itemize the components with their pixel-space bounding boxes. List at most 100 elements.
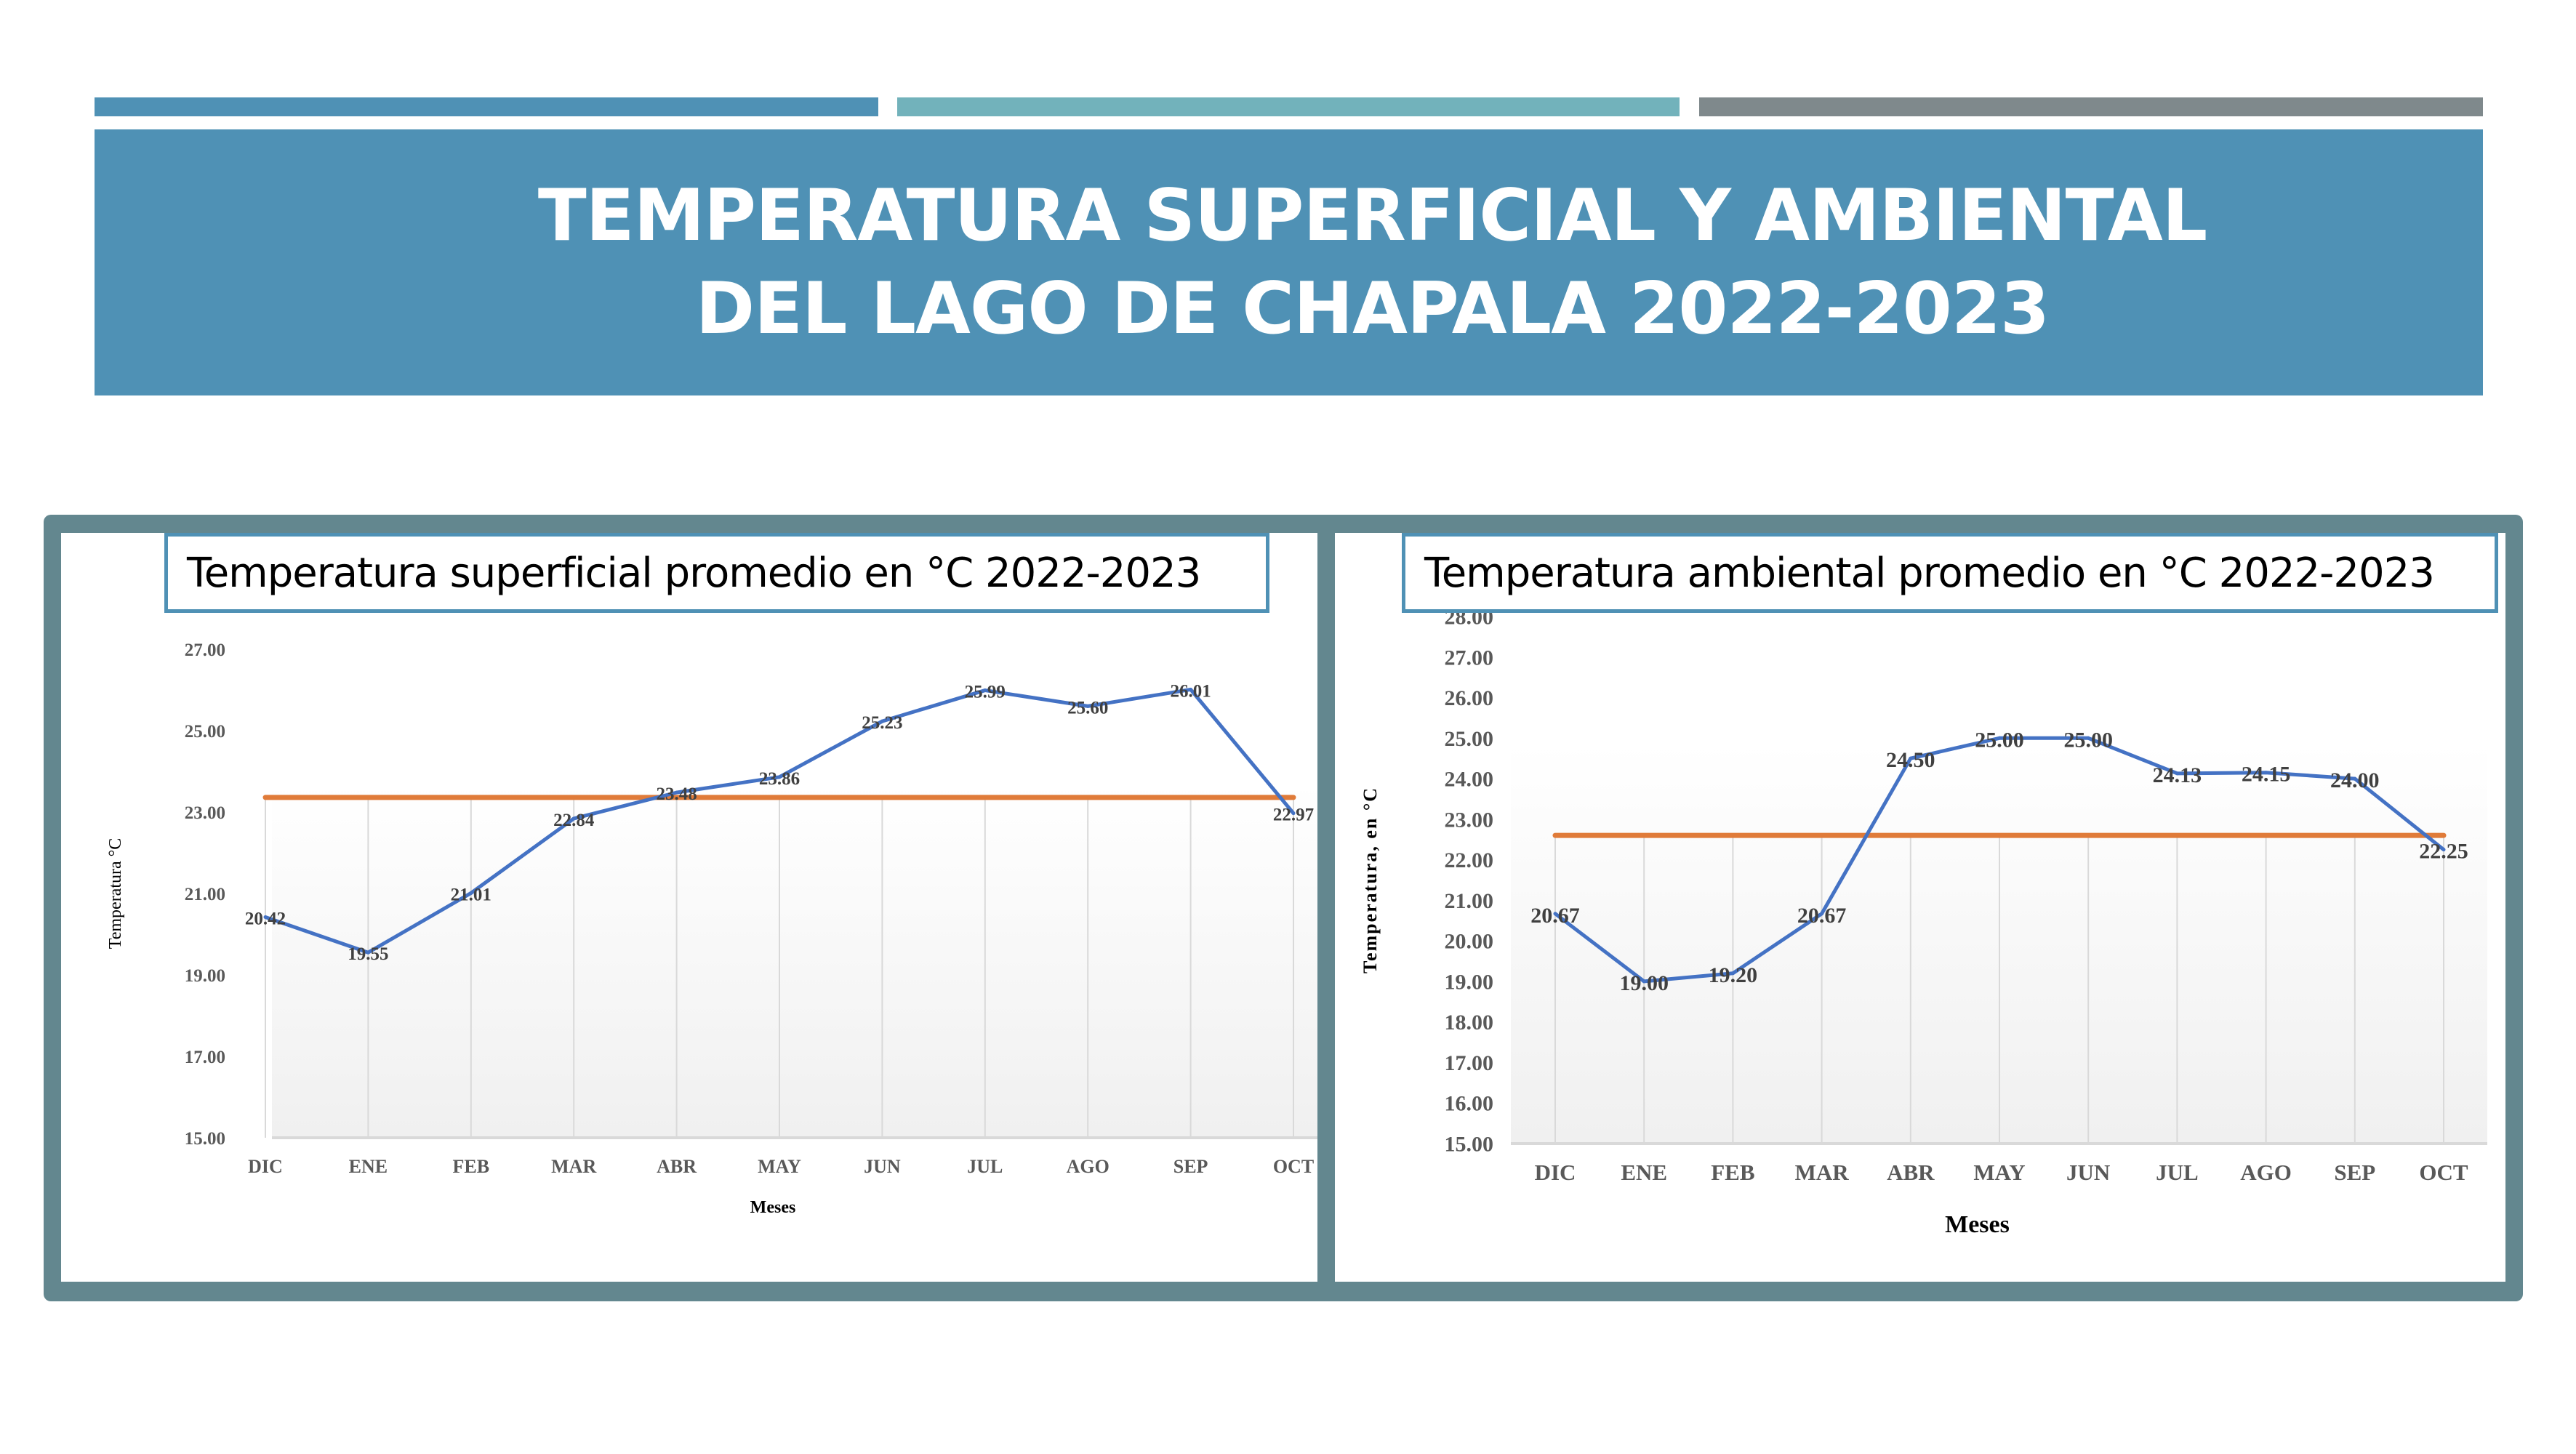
y-tick-label: 16.00: [1445, 1092, 1494, 1116]
ambient-temperature-chart: 15.00 16.00 17.00 18.00 19.00 20.00 21.00 22.00…: [1360, 606, 2487, 1238]
y-tick-label: 25.00: [185, 722, 225, 742]
data-point-jul: [2175, 771, 2179, 776]
data-point-jun: [880, 719, 884, 723]
data-label-mar: 20.67: [1797, 904, 1847, 928]
y-tick-label: 20.00: [1445, 930, 1494, 954]
x-axis-title: Meses: [750, 1198, 796, 1217]
data-point-jun: [2086, 736, 2090, 740]
data-point-may: [1997, 736, 2002, 740]
data-point-dic: [263, 915, 268, 919]
data-label-ago: 25.60: [1067, 698, 1108, 718]
data-point-abr: [675, 790, 679, 795]
y-tick-label: 24.00: [1445, 768, 1494, 792]
plot-area: [272, 784, 1317, 1138]
x-tick-label-jul: JUL: [967, 1156, 1003, 1177]
x-tick-label-ago: AGO: [2240, 1160, 2292, 1185]
y-tick-label: 15.00: [1445, 1133, 1494, 1157]
x-tick-label-dic: DIC: [248, 1156, 283, 1177]
y-axis-title: Temperatura, en °C: [1360, 787, 1381, 973]
data-label-ene: 19.55: [348, 944, 388, 964]
data-point-ene: [1642, 979, 1646, 984]
x-tick-label-jul: JUL: [2156, 1160, 2199, 1185]
data-label-may: 25.00: [1975, 728, 2024, 752]
x-tick-label-sep: SEP: [1173, 1156, 1208, 1177]
data-label-jun: 25.23: [862, 713, 902, 733]
data-point-mar: [571, 816, 576, 821]
x-tick-label-sep: SEP: [2334, 1160, 2375, 1185]
y-tick-label: 27.00: [185, 640, 225, 660]
data-label-ene: 19.00: [1619, 971, 1669, 995]
data-point-mar: [1820, 912, 1824, 916]
x-tick-label-jun: JUN: [864, 1156, 901, 1177]
y-tick-label: 26.00: [1445, 686, 1494, 710]
y-tick-label: 23.00: [185, 803, 225, 823]
surface-temperature-chart: 15.00 17.00 19.00 21.00 23.00 25.00 27.00 DIC EN…: [106, 640, 1317, 1217]
data-label-jul: 25.99: [965, 683, 1006, 702]
x-tick-label-dic: DIC: [1535, 1160, 1576, 1185]
data-point-sep: [1189, 687, 1193, 691]
data-label-sep: 26.01: [1170, 681, 1211, 701]
x-tick-label-jun: JUN: [2066, 1160, 2110, 1185]
data-point-feb: [1730, 971, 1735, 976]
x-tick-label-ene: ENE: [1621, 1160, 1667, 1185]
y-tick-label: 19.00: [185, 966, 225, 986]
data-label-abr: 24.50: [1886, 748, 1935, 772]
x-tick-label-mar: MAR: [551, 1156, 596, 1177]
surface-chart-panel: 15.00 17.00 19.00 21.00 23.00 25.00 27.00 DIC EN…: [61, 533, 1317, 1282]
data-point-may: [777, 775, 782, 779]
data-label-feb: 21.01: [451, 885, 491, 904]
y-tick-label: 21.00: [1445, 889, 1494, 913]
data-point-oct: [1291, 811, 1296, 816]
x-tick-label-oct: OCT: [1273, 1156, 1314, 1177]
x-tick-label-feb: FEB: [1711, 1160, 1754, 1185]
title-banner: TEMPERATURA SUPERFICIAL Y AMBIENTAL DEL …: [95, 129, 2483, 395]
y-tick-label: 22.00: [1445, 848, 1494, 872]
x-tick-label-may: MAY: [758, 1156, 801, 1177]
data-point-abr: [1909, 756, 1913, 760]
ambient-chart-panel: 15.00 16.00 17.00 18.00 19.00 20.00 21.00 22.00…: [1335, 533, 2505, 1282]
y-tick-label: 27.00: [1445, 646, 1494, 670]
data-label-jun: 25.00: [2063, 728, 2113, 752]
y-tick-label: 25.00: [1445, 727, 1494, 751]
x-tick-label-oct: OCT: [2419, 1160, 2468, 1185]
accent-bar-teal: [897, 97, 1680, 116]
x-tick-label-feb: FEB: [453, 1156, 490, 1177]
data-point-dic: [1553, 912, 1557, 916]
data-label-may: 23.86: [759, 769, 800, 789]
data-label-dic: 20.42: [245, 909, 286, 928]
data-point-feb: [469, 891, 473, 895]
data-label-ago: 24.15: [2242, 763, 2291, 787]
accent-bar-gray: [1699, 97, 2483, 116]
data-label-jul: 24.13: [2153, 763, 2202, 787]
data-label-oct: 22.97: [1273, 806, 1314, 825]
x-tick-label-abr: ABR: [657, 1156, 697, 1177]
data-label-sep: 24.00: [2330, 768, 2380, 792]
y-tick-label: 21.00: [185, 885, 225, 904]
data-label-feb: 19.20: [1709, 963, 1758, 987]
y-tick-label: 17.00: [1445, 1051, 1494, 1075]
y-tick-label: 23.00: [1445, 808, 1494, 832]
page-title: TEMPERATURA SUPERFICIAL Y AMBIENTAL DEL …: [537, 174, 2207, 350]
y-axis-title: Temperatura °C: [106, 838, 125, 949]
data-point-ago: [2264, 771, 2268, 775]
accent-bar-blue: [95, 97, 878, 116]
surface-chart-title: Temperatura superficial promedio en °C 2…: [164, 533, 1269, 613]
x-tick-label-mar: MAR: [1795, 1160, 1850, 1185]
data-label-mar: 22.84: [553, 811, 595, 830]
x-tick-label-ago: AGO: [1067, 1156, 1110, 1177]
data-label-dic: 20.67: [1530, 904, 1580, 928]
x-tick-label-ene: ENE: [349, 1156, 388, 1177]
data-point-ago: [1086, 704, 1090, 708]
data-label-oct: 22.25: [2419, 840, 2468, 864]
y-tick-label: 15.00: [185, 1129, 225, 1149]
x-axis-title: Meses: [1945, 1211, 2010, 1238]
data-point-oct: [2441, 848, 2446, 852]
x-tick-label-may: MAY: [1973, 1160, 2025, 1185]
data-point-ene: [366, 950, 370, 955]
y-tick-label: 19.00: [1445, 970, 1494, 994]
data-point-sep: [2353, 776, 2357, 781]
x-tick-label-abr: ABR: [1887, 1160, 1935, 1185]
ambient-chart-title: Temperatura ambiental promedio en °C 202…: [1402, 533, 2498, 613]
data-point-jul: [983, 688, 987, 693]
y-tick-label: 18.00: [1445, 1011, 1494, 1035]
